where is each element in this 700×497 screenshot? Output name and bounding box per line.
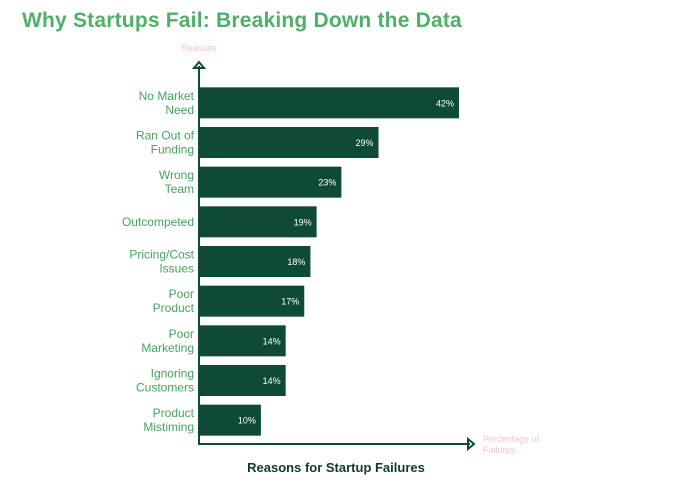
bar-value-label: 19% (294, 217, 312, 227)
bar-value-label: 14% (263, 336, 281, 346)
category-label: Poor Product (153, 287, 195, 315)
bar-1 (199, 127, 379, 158)
bar-value-label: 10% (238, 416, 256, 426)
axes-layer: Reasons Percentage of Failures (181, 43, 539, 455)
bar-value-label: 18% (287, 257, 305, 267)
bar-4 (199, 246, 311, 277)
bar-value-label: 23% (318, 178, 336, 188)
bar-value-label: 42% (436, 98, 454, 108)
bar-value-label: 17% (281, 297, 299, 307)
bar-2 (199, 166, 342, 198)
y-axis-label: Reasons (181, 43, 217, 53)
category-label: Poor Marketing (141, 327, 194, 355)
chart-title: Why Startups Fail: Breaking Down the Dat… (22, 9, 462, 32)
category-label: Ran Out of Funding (136, 129, 195, 157)
x-axis-arrow-icon (467, 436, 476, 452)
bars-layer: 42% No Market Need 29% Ran Out of Funding 23% W… (122, 87, 459, 436)
bar-8 (199, 404, 261, 436)
bar-value-label: 14% (263, 376, 281, 386)
category-label: Product Mistiming (143, 406, 194, 434)
category-label: No Market Need (139, 89, 195, 117)
category-label: Pricing/Cost Issues (129, 248, 194, 276)
bar-value-label: 29% (356, 138, 374, 148)
bar-3 (199, 206, 317, 238)
bar-7 (199, 365, 286, 396)
x-axis-label: Percentage of Failures (483, 434, 540, 455)
bar-5 (199, 285, 305, 317)
y-axis-arrow-icon (191, 60, 207, 69)
bar-0 (199, 87, 459, 119)
bar-6 (199, 325, 286, 357)
category-label: Outcompeted (122, 215, 194, 229)
chart-caption: Reasons for Startup Failures (247, 460, 425, 475)
category-label: Wrong Team (159, 168, 194, 196)
category-label: Ignoring Customers (136, 367, 194, 395)
